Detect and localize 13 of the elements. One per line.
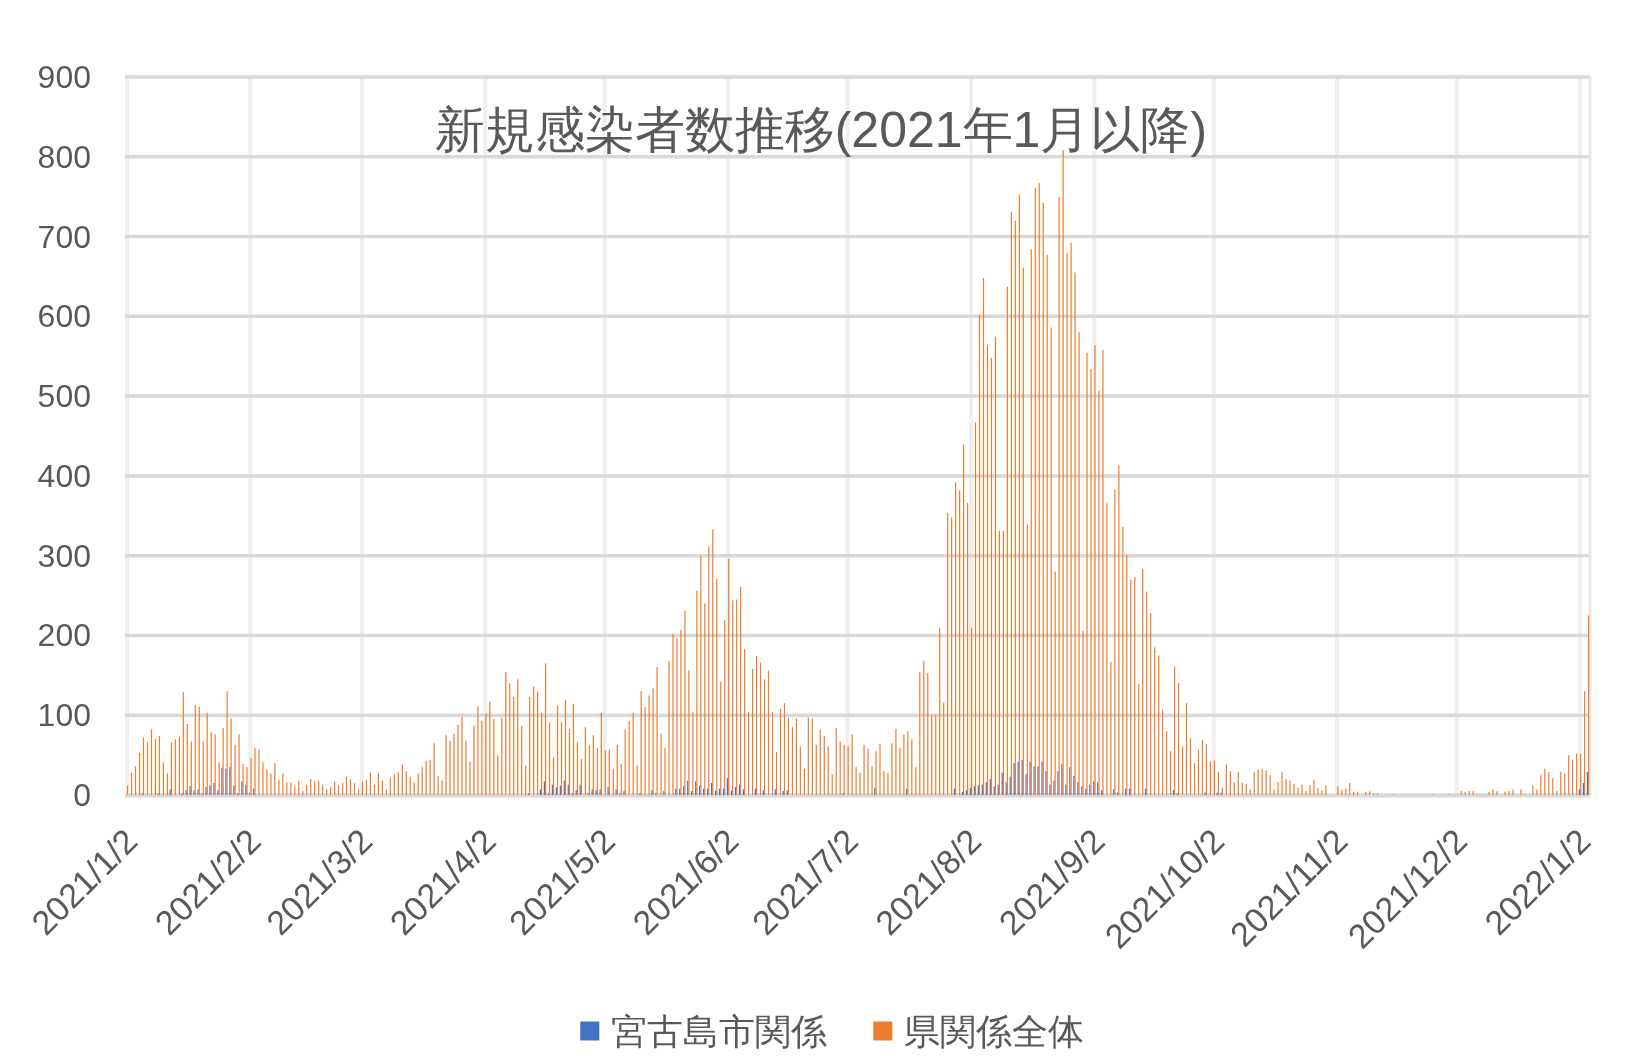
y-tick-label: 900 (37, 59, 91, 95)
legend-label: 県関係全体 (904, 1010, 1085, 1052)
y-tick-label: 800 (37, 138, 91, 175)
y-tick-label: 300 (37, 537, 91, 574)
y-tick-label: 600 (37, 298, 91, 335)
legend-label: 宮古島市関係 (611, 1010, 828, 1052)
y-tick-label: 100 (37, 697, 91, 734)
y-tick-label: 400 (37, 457, 91, 494)
y-tick-label: 200 (37, 617, 91, 654)
title: 新規感染者数推移(2021年1月以降) (434, 102, 1208, 158)
y-tick-label: 700 (37, 218, 91, 255)
y-tick-label: 500 (37, 378, 91, 415)
y-tick-label: 0 (73, 777, 91, 813)
